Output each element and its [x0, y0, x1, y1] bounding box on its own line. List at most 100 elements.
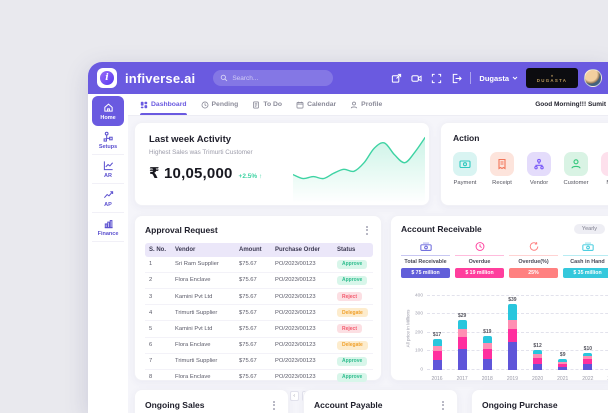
prev-page-button[interactable]: ‹: [289, 391, 299, 401]
fullscreen-icon[interactable]: [431, 73, 442, 84]
tab-pending[interactable]: Pending: [201, 94, 238, 115]
account-payable-card: Account Payable: [303, 389, 458, 413]
activity-amount: ₹ 10,05,000: [149, 165, 233, 182]
profile-icon: [351, 101, 358, 108]
status-badge[interactable]: Reject: [337, 292, 363, 302]
activity-change: +2.5% ↑: [238, 173, 263, 180]
table-row[interactable]: 5 Kamini Pvt Ltd $75.67 PO/2023/00123 Re…: [145, 320, 373, 338]
card-title: Action: [453, 133, 480, 143]
table-row[interactable]: 8 Flora Enclave $75.67 PO/2023/00123 App…: [145, 369, 373, 387]
kebab-menu-icon[interactable]: [363, 224, 371, 237]
infiverse-logo-icon: i: [100, 71, 114, 85]
ap-chart-icon: [103, 191, 113, 199]
sidebar-item-setups[interactable]: Setups: [92, 126, 124, 155]
approval-table: S. No. Vendor Amount Purchase Order Stat…: [145, 242, 373, 387]
receivable-xaxis: 20162017201820192020202120222023: [431, 376, 608, 382]
table-row[interactable]: 4 Trimurti Supplier $75.67 PO/2023/00123…: [145, 304, 373, 322]
customer-icon: [571, 159, 581, 169]
table-header-row: S. No. Vendor Amount Purchase Order Stat…: [145, 242, 373, 257]
refresh-icon: [529, 242, 538, 251]
receivable-stats: Total Receivable $ 75 million Overdue $ …: [401, 240, 608, 278]
tab-profile[interactable]: Profile: [350, 94, 382, 115]
status-badge[interactable]: Approve: [337, 275, 368, 285]
dashboard-icon: [140, 101, 148, 108]
table-row[interactable]: 7 Trimurti Supplier $75.67 PO/2023/00123…: [145, 353, 373, 370]
clock-icon: [201, 101, 208, 108]
stat-cash-in-hand: Cash in Hand $ 35 million: [563, 240, 608, 278]
action-receipt-button[interactable]: Receipt: [490, 152, 514, 186]
badge-emblem-icon: ♦: [550, 73, 554, 78]
ongoing-sales-card: Ongoing Sales: [134, 389, 289, 413]
approval-table-body: 1 Sri Ram Supplier $75.67 PO/2023/00123 …: [145, 256, 373, 387]
calendar-icon: [296, 101, 304, 108]
card-title: Account Receivable: [401, 224, 482, 234]
top-bar: i infiverse.ai Search... Dugasta ♦ DUGAS…: [88, 62, 608, 94]
bar-2020: $12: [530, 343, 546, 370]
status-badge[interactable]: Approve: [337, 356, 368, 366]
table-row[interactable]: 1 Sri Ram Supplier $75.67 PO/2023/00123 …: [145, 256, 373, 273]
tab-dashboard[interactable]: Dashboard: [140, 94, 187, 115]
activity-sparkline-chart: [293, 136, 425, 203]
kebab-menu-icon[interactable]: [439, 399, 447, 412]
status-badge[interactable]: Delegate: [337, 308, 368, 318]
status-badge[interactable]: Reject: [337, 324, 363, 334]
action-more-button[interactable]: More: [601, 152, 608, 186]
dashboard-content: Last week Activity Highest Sales was Tri…: [128, 116, 608, 413]
setups-icon: [103, 131, 113, 142]
logout-icon[interactable]: [451, 73, 463, 84]
card-title: Account Payable: [314, 400, 383, 411]
clock-icon: [475, 242, 484, 251]
table-row[interactable]: 3 Kamini Pvt Ltd $75.67 PO/2023/00123 Re…: [145, 288, 373, 306]
account-receivable-card: Account Receivable Yearly Total Receivab…: [390, 215, 608, 382]
cash-icon: [419, 242, 432, 251]
tab-todo[interactable]: To Do: [252, 94, 282, 115]
action-customer-button[interactable]: Customer: [563, 152, 589, 186]
stat-total-receivable: Total Receivable $ 75 million: [401, 240, 450, 278]
cash-icon: [581, 242, 594, 251]
stat-value-badge: $ 35 million: [563, 268, 608, 278]
stat-value-badge: $ 75 million: [401, 268, 450, 278]
bar-2017: $29: [454, 313, 470, 370]
external-link-icon[interactable]: [391, 73, 402, 84]
action-payment-button[interactable]: Payment: [453, 152, 477, 186]
sidebar-item-ap[interactable]: AP: [92, 184, 124, 213]
home-icon: [103, 103, 113, 112]
up-arrow-icon: ↑: [258, 173, 263, 180]
video-icon[interactable]: [411, 73, 422, 84]
tab-calendar[interactable]: Calendar: [296, 94, 336, 115]
card-title: Ongoing Sales: [145, 400, 205, 411]
brand-name: infiverse.ai: [125, 70, 196, 86]
status-badge[interactable]: Approve: [337, 372, 368, 382]
action-card: Action Payment Receipt Vendor: [440, 122, 608, 206]
table-row[interactable]: 6 Flora Enclave $75.67 PO/2023/00123 Del…: [145, 337, 373, 354]
receipt-icon: [498, 158, 506, 170]
kebab-menu-icon[interactable]: [270, 399, 278, 412]
bar-2019: $39: [504, 297, 520, 370]
status-badge[interactable]: Approve: [337, 259, 368, 269]
search-placeholder: Search...: [232, 74, 259, 82]
app-logo[interactable]: i: [97, 68, 117, 88]
company-dropdown[interactable]: Dugasta: [479, 74, 518, 83]
vendor-icon: [534, 158, 544, 170]
card-title: Last week Activity: [149, 134, 232, 145]
finance-icon: [104, 220, 113, 229]
receivable-bar-chart: All price in Millions 0 100 200 300 400 $17 $2…: [401, 286, 608, 382]
user-avatar[interactable]: [584, 69, 602, 87]
sidebar-item-finance[interactable]: Finance: [92, 213, 124, 242]
period-select[interactable]: Yearly: [573, 224, 605, 234]
sidebar-item-home[interactable]: Home: [92, 96, 124, 126]
status-badge[interactable]: Delegate: [337, 340, 368, 350]
table-row[interactable]: 2 Flora Enclave $75.67 PO/2023/00123 App…: [145, 272, 373, 289]
action-vendor-button[interactable]: Vendor: [527, 152, 551, 186]
chevron-down-icon: [512, 76, 518, 80]
company-badge[interactable]: ♦ DUGASTA: [526, 68, 578, 88]
stat-value-badge: 25%: [509, 268, 558, 278]
stat-overdue: Overdue $ 19 million: [455, 240, 504, 278]
bar-2016: $17: [429, 332, 445, 370]
ongoing-purchase-card: Ongoing Purchase: [471, 389, 608, 413]
bar-2022: $10: [580, 346, 596, 370]
search-input[interactable]: Search...: [213, 70, 334, 86]
sidebar-item-ar[interactable]: AR: [92, 155, 124, 184]
bar-2018: $19: [479, 329, 495, 370]
